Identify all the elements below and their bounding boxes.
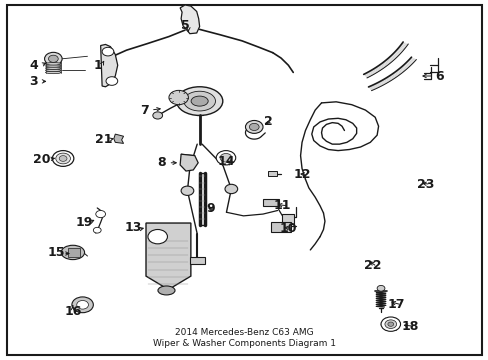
Circle shape bbox=[181, 186, 193, 195]
Ellipse shape bbox=[45, 69, 61, 72]
Text: 11: 11 bbox=[273, 199, 291, 212]
Polygon shape bbox=[180, 154, 198, 171]
Text: 2014 Mercedes-Benz C63 AMG
Wiper & Washer Components Diagram 1: 2014 Mercedes-Benz C63 AMG Wiper & Washe… bbox=[153, 328, 335, 348]
Text: 15: 15 bbox=[48, 246, 65, 259]
Text: 4: 4 bbox=[29, 59, 38, 72]
Circle shape bbox=[224, 184, 237, 194]
Circle shape bbox=[249, 123, 259, 131]
Text: 9: 9 bbox=[205, 202, 214, 215]
Bar bbox=[68, 248, 80, 257]
Text: 21: 21 bbox=[95, 133, 113, 146]
Ellipse shape bbox=[183, 91, 215, 111]
Circle shape bbox=[59, 156, 67, 161]
Bar bbox=[271, 222, 290, 232]
Circle shape bbox=[376, 285, 384, 291]
Circle shape bbox=[52, 150, 74, 166]
Text: 12: 12 bbox=[293, 168, 310, 181]
Circle shape bbox=[48, 55, 58, 62]
Circle shape bbox=[384, 320, 396, 328]
Bar bbox=[267, 171, 276, 176]
Polygon shape bbox=[180, 5, 199, 34]
Text: 6: 6 bbox=[434, 69, 443, 82]
Text: 10: 10 bbox=[279, 222, 297, 235]
Circle shape bbox=[216, 150, 235, 165]
Circle shape bbox=[106, 77, 118, 85]
Text: 23: 23 bbox=[416, 178, 434, 191]
Text: 22: 22 bbox=[363, 259, 380, 272]
Text: 8: 8 bbox=[157, 156, 165, 169]
Text: 17: 17 bbox=[387, 298, 405, 311]
Bar bbox=[263, 199, 278, 206]
Circle shape bbox=[153, 112, 162, 119]
Bar bbox=[189, 257, 204, 264]
Circle shape bbox=[96, 211, 105, 218]
Circle shape bbox=[72, 297, 93, 313]
Ellipse shape bbox=[191, 96, 208, 106]
Circle shape bbox=[102, 47, 114, 56]
Circle shape bbox=[56, 153, 70, 164]
Circle shape bbox=[77, 301, 88, 309]
Text: 13: 13 bbox=[124, 221, 142, 234]
Ellipse shape bbox=[45, 63, 61, 65]
Text: 20: 20 bbox=[33, 153, 51, 166]
Ellipse shape bbox=[176, 87, 223, 116]
Ellipse shape bbox=[61, 245, 84, 260]
Text: 19: 19 bbox=[76, 216, 93, 229]
Polygon shape bbox=[146, 223, 190, 294]
Text: 3: 3 bbox=[29, 75, 38, 88]
Text: 5: 5 bbox=[180, 19, 189, 32]
Circle shape bbox=[387, 322, 393, 326]
Polygon shape bbox=[114, 134, 123, 143]
Circle shape bbox=[220, 153, 231, 162]
Ellipse shape bbox=[158, 286, 175, 295]
Text: 16: 16 bbox=[64, 306, 81, 319]
Circle shape bbox=[44, 52, 62, 65]
Circle shape bbox=[148, 229, 167, 244]
Text: 18: 18 bbox=[401, 320, 418, 333]
Text: 2: 2 bbox=[263, 116, 272, 129]
Circle shape bbox=[245, 121, 263, 134]
Text: 1: 1 bbox=[94, 59, 102, 72]
Text: 7: 7 bbox=[140, 104, 149, 117]
Ellipse shape bbox=[45, 71, 61, 74]
Polygon shape bbox=[101, 44, 118, 87]
Ellipse shape bbox=[45, 65, 61, 67]
Ellipse shape bbox=[45, 67, 61, 69]
Bar bbox=[281, 214, 293, 224]
Circle shape bbox=[380, 317, 400, 331]
Circle shape bbox=[168, 90, 188, 105]
Circle shape bbox=[93, 227, 101, 233]
Text: 14: 14 bbox=[217, 155, 234, 168]
